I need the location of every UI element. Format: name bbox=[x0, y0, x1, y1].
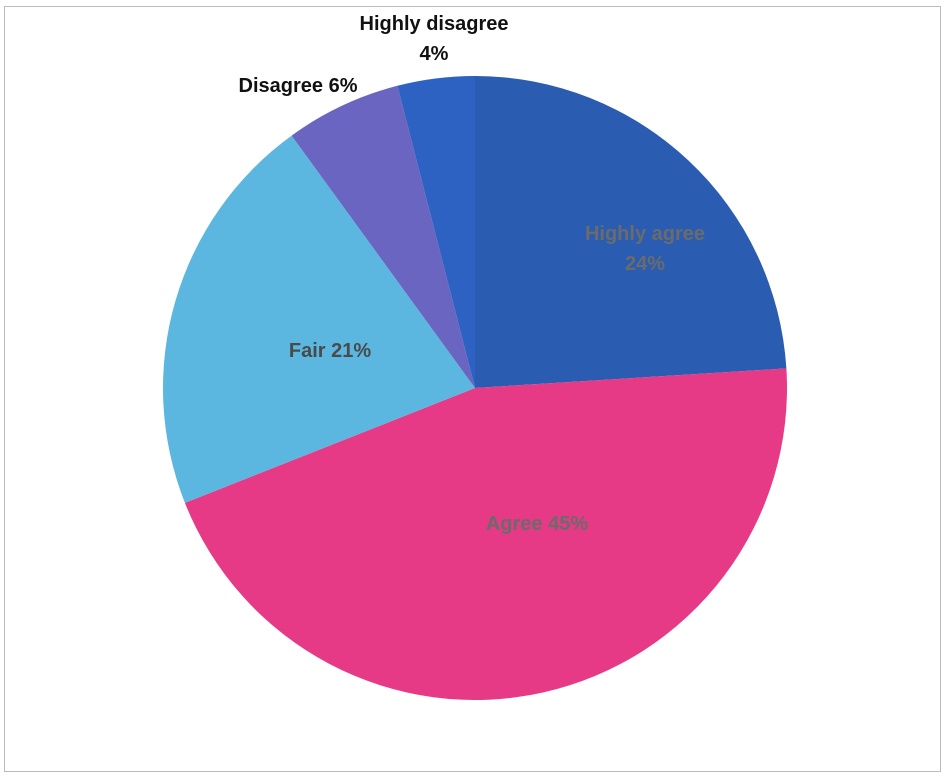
pie-slice-highly-agree bbox=[475, 76, 787, 388]
data-label-disagree: Disagree 6% bbox=[239, 75, 358, 97]
pie-slice-disagree bbox=[291, 85, 475, 389]
pie-labels: Highly agree 24% Agree 45% Fair 21% Disagree… bbox=[239, 13, 706, 535]
pie-slice-highly-disagree bbox=[397, 76, 475, 388]
data-label-highly-agree: Highly agree 24% bbox=[585, 223, 705, 275]
data-label-highly-disagree: Highly disagree 4% bbox=[360, 13, 509, 65]
pie-slice-fair bbox=[163, 135, 475, 503]
data-label-agree: Agree 45% bbox=[486, 513, 588, 535]
pie-slices bbox=[163, 76, 787, 700]
pie-slice-agree bbox=[184, 368, 787, 700]
data-label-fair: Fair 21% bbox=[289, 340, 371, 362]
